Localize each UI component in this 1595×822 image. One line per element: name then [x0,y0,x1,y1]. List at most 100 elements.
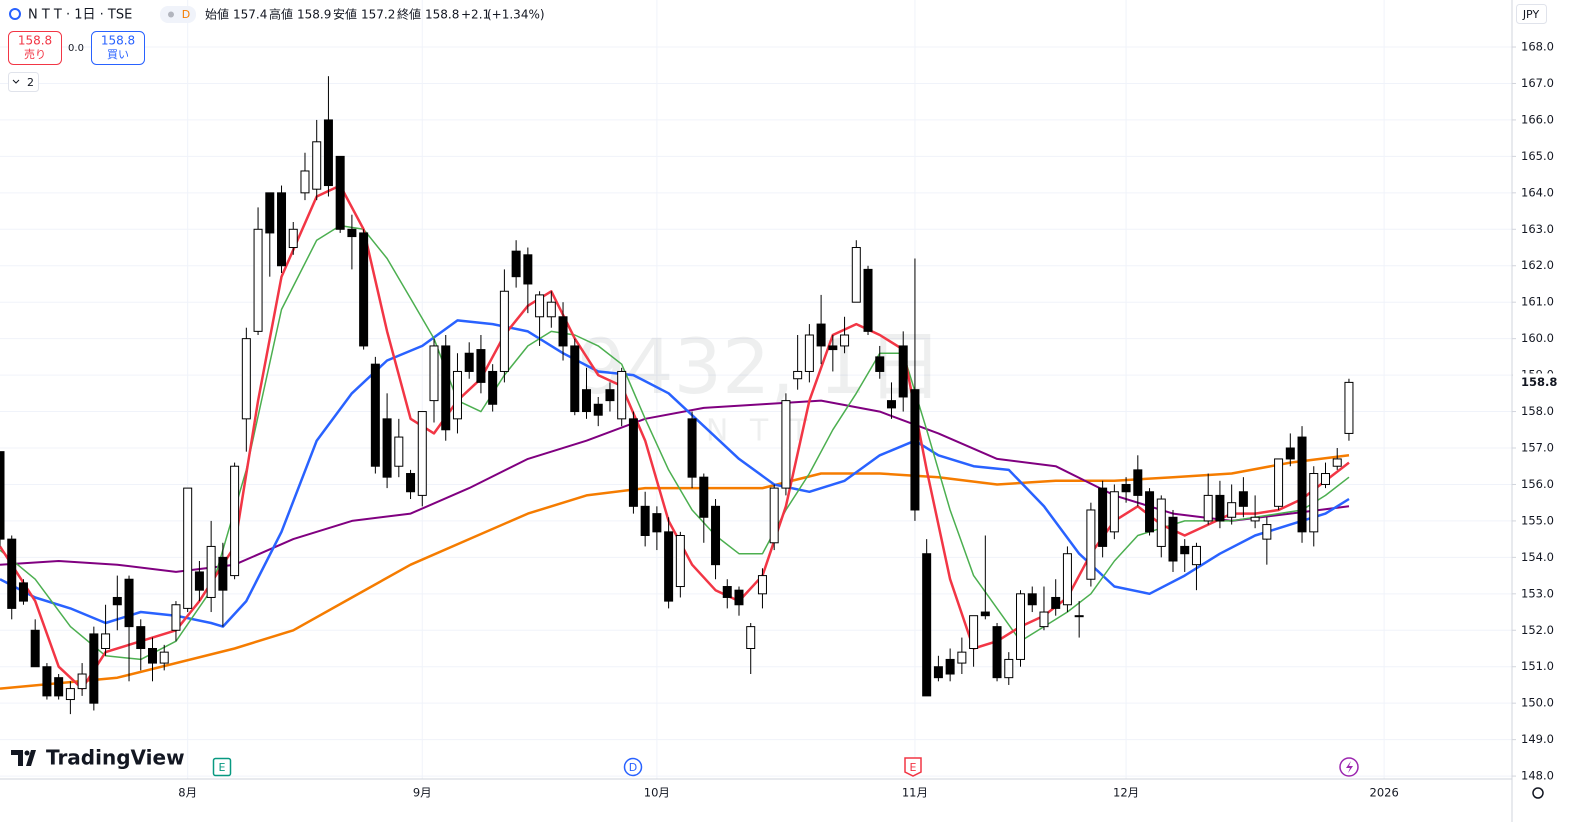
candle-body [101,633,111,649]
y-tick-label: 165.0 [1521,149,1554,163]
x-tick-label: 12月 [1113,786,1139,800]
candle-body [1332,458,1342,467]
candle-body [382,418,392,478]
y-tick-label: 166.0 [1521,112,1554,126]
y-tick-label: 168.0 [1521,40,1554,54]
candle-body [1062,553,1072,606]
y-tick-label: 161.0 [1521,295,1554,309]
candle-body [687,418,697,478]
candle-body [89,633,99,704]
sell-label: 売り [24,48,46,61]
moving-average [0,319,1350,628]
candle-body [558,316,568,347]
y-tick-label: 152.0 [1521,623,1554,637]
sell-price: 158.8 [18,34,52,48]
buy-button[interactable] [91,31,145,65]
moving-average [0,224,1350,661]
candle-body [1027,593,1037,606]
candle-body [711,505,721,566]
change: +2.1 [461,8,490,22]
candle-body [1274,458,1284,507]
candle-body [1285,447,1295,460]
candle-body [851,247,861,303]
candle-body [1262,524,1272,540]
candle-body [957,651,967,664]
indicators-toggle[interactable] [8,72,39,92]
candle-body [359,232,369,347]
candle-body [699,476,709,518]
event-marker [904,757,922,777]
event-icon [1346,761,1353,773]
candle-body [54,677,64,697]
open-label: 始値 [205,7,229,22]
candle-body [1086,509,1096,580]
candle-body [863,268,873,332]
candle-body [757,575,767,595]
watermark-title: 9432, 1日 [577,322,943,411]
candle-body [1297,436,1307,533]
candle-body [816,323,826,347]
candle-body [1191,545,1201,566]
candle-body [523,254,533,285]
y-tick-label: 153.0 [1521,586,1554,600]
y-tick-label: 156.0 [1521,477,1554,491]
y-tick-label: 162.0 [1521,258,1554,272]
moving-average [0,184,1350,690]
sell-button[interactable] [8,31,62,65]
candle-body [300,170,310,194]
candle-body [640,505,650,536]
candle-body [7,538,17,609]
last-price: 158.8 [1521,375,1557,389]
candle-body [452,370,462,420]
y-tick-label: 167.0 [1521,76,1554,90]
candle-body [605,389,615,402]
x-tick-label: 10月 [644,786,670,800]
candle-body [42,666,52,697]
candle-body [1004,658,1014,679]
badge: D [182,8,190,21]
close-value: 158.8 [425,8,459,22]
candle-body [722,586,732,598]
candle-body [370,363,380,467]
symbol[interactable]: N T T · 1日 · TSE [28,8,132,23]
y-tick-label: 151.0 [1521,659,1554,673]
settings-icon[interactable] [1532,787,1544,799]
candle-body [347,228,357,238]
buy-label: 買い [107,48,129,61]
candle-body [406,473,416,493]
change-pct: (+1.34%) [487,8,545,22]
last-price-bg [1513,373,1595,392]
candle-body [546,301,556,318]
candle-body [1145,491,1155,533]
candle-body [218,556,228,591]
candle-body [265,192,275,234]
open-value: 157.4 [233,8,267,22]
candle-body [464,352,474,372]
candle-body [1238,491,1248,507]
currency-button[interactable] [1516,4,1547,24]
candle-body [1109,491,1119,533]
low-label: 安値 [333,7,357,22]
candle-body [664,531,674,602]
candle-body [1051,596,1061,609]
candle-body [136,626,146,649]
candle-body [1039,611,1049,628]
candle-body [628,418,638,507]
candle-body [499,290,509,372]
candle-body [886,400,896,409]
candle-body [828,345,838,351]
currency: JPY [1522,8,1540,21]
candle-body [171,604,181,631]
candle-body [992,626,1002,679]
candle-body [511,250,521,278]
candle-body [1180,545,1190,555]
candle-body [840,334,850,347]
candle-body [582,389,592,413]
candle-body [488,370,498,405]
candle-body [77,673,87,690]
candle-body [1203,494,1213,522]
candle-body [593,403,603,416]
candle-body [335,155,345,230]
candle-body [1168,516,1178,562]
